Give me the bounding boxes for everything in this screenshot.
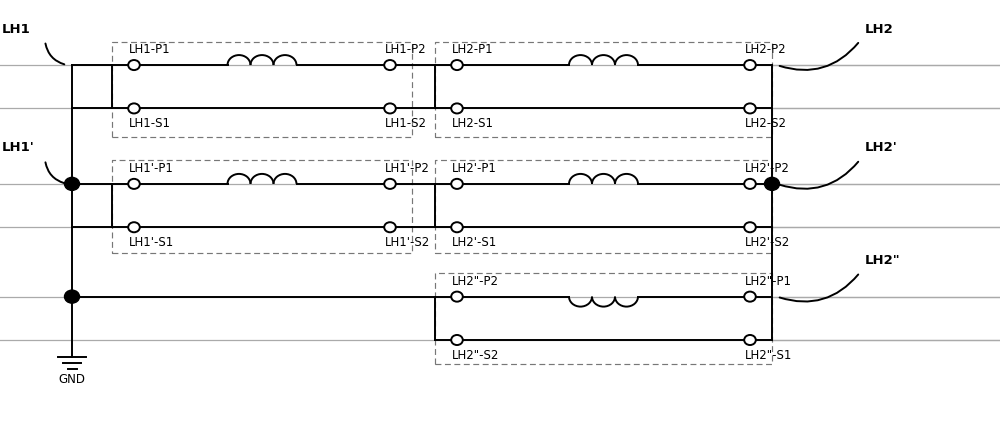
Circle shape xyxy=(384,60,396,70)
Text: LH2"-S1: LH2"-S1 xyxy=(745,348,792,362)
Text: LH2'-S2: LH2'-S2 xyxy=(745,236,790,249)
Circle shape xyxy=(744,222,756,232)
Text: LH2: LH2 xyxy=(865,23,894,36)
Circle shape xyxy=(384,103,396,113)
Text: LH1-S2: LH1-S2 xyxy=(385,117,427,130)
Circle shape xyxy=(451,335,463,345)
Circle shape xyxy=(64,177,80,190)
Text: LH2"-P1: LH2"-P1 xyxy=(745,275,792,288)
Circle shape xyxy=(128,179,140,189)
Circle shape xyxy=(64,290,80,303)
Text: LH2-P2: LH2-P2 xyxy=(745,43,787,57)
Circle shape xyxy=(451,222,463,232)
Circle shape xyxy=(384,222,396,232)
Circle shape xyxy=(744,292,756,302)
Text: LH2'-P1: LH2'-P1 xyxy=(452,162,497,175)
Circle shape xyxy=(451,292,463,302)
Text: LH1-P2: LH1-P2 xyxy=(385,43,427,57)
Circle shape xyxy=(451,103,463,113)
Text: LH2'-S1: LH2'-S1 xyxy=(452,236,497,249)
Circle shape xyxy=(128,60,140,70)
Text: LH2": LH2" xyxy=(865,254,901,267)
Circle shape xyxy=(744,335,756,345)
Circle shape xyxy=(744,179,756,189)
Text: LH1'-S2: LH1'-S2 xyxy=(385,236,430,249)
Circle shape xyxy=(744,103,756,113)
Text: LH2'-P2: LH2'-P2 xyxy=(745,162,790,175)
Text: LH1-P1: LH1-P1 xyxy=(129,43,171,57)
Circle shape xyxy=(128,222,140,232)
Text: LH2-P1: LH2-P1 xyxy=(452,43,494,57)
Text: LH2"-P2: LH2"-P2 xyxy=(452,275,499,288)
Text: GND: GND xyxy=(58,373,86,386)
Text: LH2': LH2' xyxy=(865,142,898,154)
Circle shape xyxy=(451,179,463,189)
Circle shape xyxy=(451,60,463,70)
Circle shape xyxy=(765,177,780,190)
Text: LH1'-P1: LH1'-P1 xyxy=(129,162,174,175)
Text: LH1'-S1: LH1'-S1 xyxy=(129,236,174,249)
Text: LH1-S1: LH1-S1 xyxy=(129,117,171,130)
Text: LH1': LH1' xyxy=(2,142,35,154)
Circle shape xyxy=(744,60,756,70)
Text: LH2-S2: LH2-S2 xyxy=(745,117,787,130)
Circle shape xyxy=(384,179,396,189)
Text: LH2"-S2: LH2"-S2 xyxy=(452,348,499,362)
Text: LH2-S1: LH2-S1 xyxy=(452,117,494,130)
Text: LH1'-P2: LH1'-P2 xyxy=(385,162,430,175)
Text: LH1: LH1 xyxy=(2,23,31,36)
Circle shape xyxy=(128,103,140,113)
